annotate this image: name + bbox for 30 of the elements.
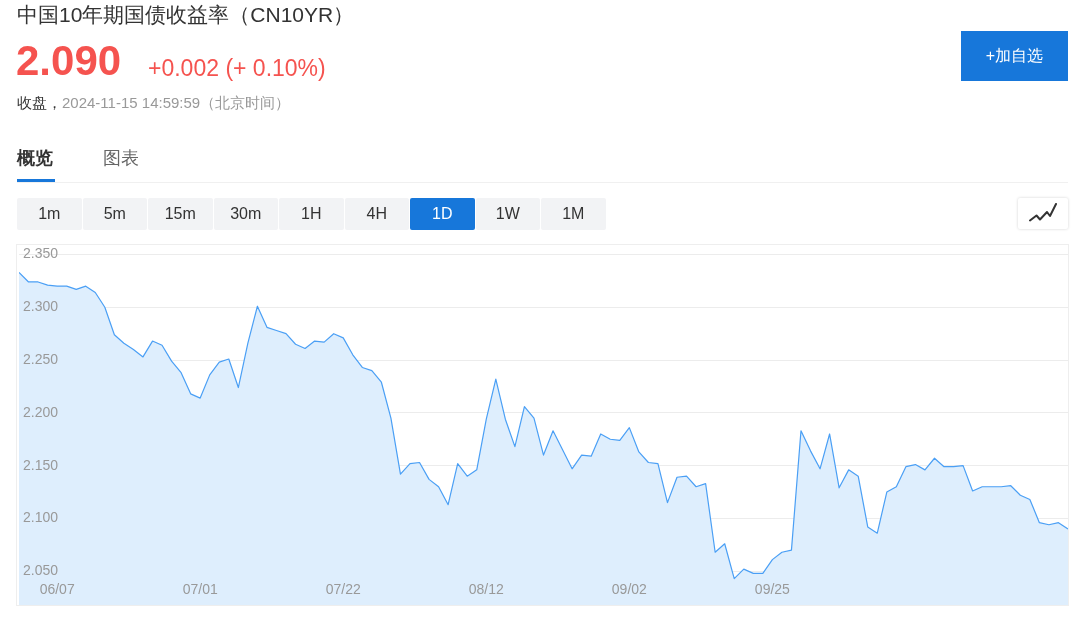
range-button: 1M bbox=[541, 198, 606, 230]
y-tick-label: 2.200 bbox=[23, 403, 59, 420]
add-button: +加自选 bbox=[961, 31, 1068, 81]
y-tick-label: 2.250 bbox=[23, 350, 59, 367]
y-tick-label: 2.150 bbox=[23, 456, 59, 473]
text: 2.090 bbox=[16, 37, 122, 85]
text: 收盘， bbox=[17, 94, 62, 111]
range-button: 15m bbox=[148, 198, 213, 230]
range-button: 30m bbox=[213, 198, 278, 230]
text: +0.002 (+ 0.10%) bbox=[148, 54, 326, 82]
y-tick-label: 2.300 bbox=[23, 298, 59, 315]
range-button: 1W bbox=[475, 198, 540, 230]
x-tick-label: 06/07 bbox=[39, 581, 75, 598]
y-tick-label: 2.350 bbox=[23, 245, 59, 262]
text: 概览 bbox=[17, 147, 53, 170]
x-tick-label: 07/22 bbox=[325, 581, 361, 598]
y-tick-label: 2.050 bbox=[23, 562, 59, 579]
range-button: 4H bbox=[344, 198, 409, 230]
range-button: 1m bbox=[17, 198, 82, 230]
range-button: 1H bbox=[279, 198, 344, 230]
y-tick-label: 2.100 bbox=[23, 509, 59, 526]
x-tick-label: 09/02 bbox=[611, 581, 648, 598]
range-button: 1D bbox=[410, 198, 475, 230]
x-tick-label: 08/12 bbox=[468, 581, 505, 598]
x-tick-label: 09/25 bbox=[754, 581, 791, 598]
text: 2024-11-15 14:59:59（北京时间） bbox=[62, 94, 291, 111]
text: 图表 bbox=[103, 147, 139, 170]
x-tick-label: 07/01 bbox=[182, 581, 218, 598]
chart-title: 中国10年期国债收益率（CN10YR） bbox=[17, 2, 355, 28]
range-button: 5m bbox=[82, 198, 147, 230]
